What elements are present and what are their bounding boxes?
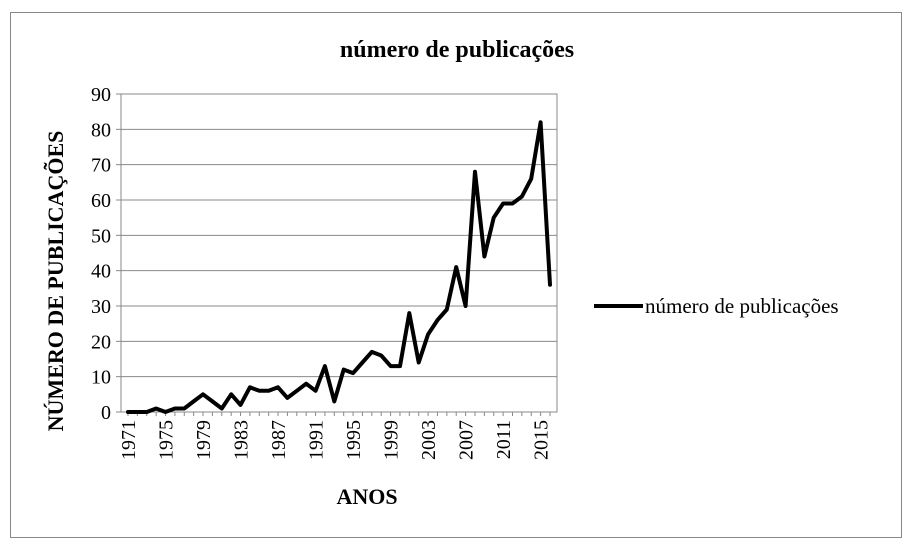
- x-tick-label: 1971: [118, 420, 140, 460]
- plot-area: [120, 93, 558, 413]
- x-tick-label: 1987: [268, 420, 290, 460]
- x-tick-label: 1979: [193, 420, 215, 460]
- x-tick-label: 2007: [456, 420, 478, 460]
- y-tick-label: 10: [91, 367, 111, 389]
- y-tick-label: 70: [91, 155, 111, 177]
- y-tick-labels: 0 10 20 30 40 50 60 70 80 90: [91, 84, 111, 424]
- y-tick-label: 30: [91, 296, 111, 318]
- x-tick-label: 1991: [306, 420, 328, 460]
- legend: número de publicações: [594, 294, 839, 318]
- y-tick-label: 60: [91, 190, 111, 212]
- x-tick-label: 2011: [493, 420, 515, 459]
- y-tick-label: 50: [91, 225, 111, 247]
- y-tick-label: 0: [101, 402, 111, 424]
- y-tick-label: 90: [91, 84, 111, 106]
- y-tick-label: 20: [91, 331, 111, 353]
- x-tick-label: 1983: [231, 420, 253, 460]
- chart-title: número de publicações: [340, 37, 574, 63]
- y-tick-label: 40: [91, 261, 111, 283]
- y-tick-label: 80: [91, 119, 111, 141]
- chart-container: número de publicações 0 10 20 30 40 50 60 70 80 9…: [10, 12, 902, 538]
- legend-label: número de publicações: [645, 294, 839, 318]
- x-tick-label: 1975: [156, 420, 178, 460]
- y-axis-label: NÚMERO DE PUBLICAÇÕES: [43, 131, 68, 432]
- grid-lines: [116, 93, 557, 416]
- x-tick-labels: 1971 1975 1979 1983 1987 1991 1995 1999 2003 2007…: [118, 420, 553, 460]
- x-axis-label: ANOS: [336, 484, 397, 509]
- x-tick-label: 1995: [343, 420, 365, 460]
- series-group: [126, 120, 552, 414]
- x-tick-label: 2015: [531, 420, 553, 460]
- x-tick-label: 1999: [381, 420, 403, 460]
- series-line: [126, 120, 552, 414]
- line-chart: número de publicações 0 10 20 30 40 50 60 70 80 9…: [43, 37, 839, 509]
- x-tick-label: 2003: [418, 420, 440, 460]
